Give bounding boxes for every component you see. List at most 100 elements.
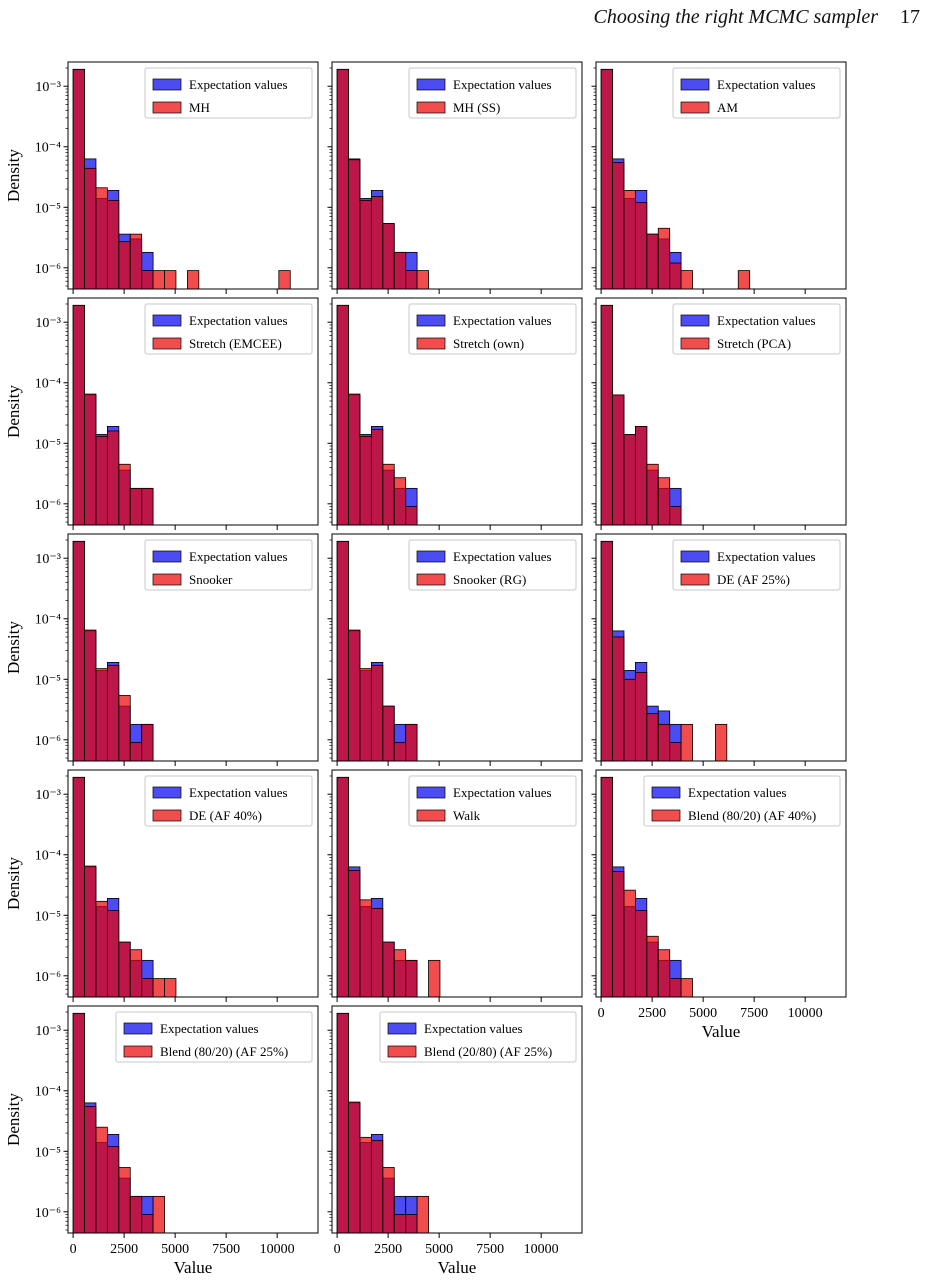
legend-entry-expectation: Expectation values <box>453 313 552 328</box>
legend-entry-expectation: Expectation values <box>453 785 552 800</box>
sample-bar <box>634 910 648 998</box>
sample-bar <box>348 1101 361 1234</box>
legend-swatch <box>416 573 446 586</box>
y-tick-label: 10⁻⁴ <box>35 849 61 864</box>
axes-frame <box>331 769 583 998</box>
sample-bar <box>382 463 395 526</box>
legend-entry-expectation: Expectation values <box>453 77 552 92</box>
legend-swatch <box>416 78 446 91</box>
sample-bar <box>118 241 131 290</box>
legend-swatch <box>680 573 710 586</box>
sample-bar <box>348 629 361 762</box>
histogram-panel: 0 2500 5000 7500 10000 Value Expectation value… <box>327 1005 583 1277</box>
sample-bar <box>129 487 143 526</box>
y-axis-label: Density <box>4 149 23 202</box>
sample-bar <box>612 871 625 998</box>
sample-bar <box>612 636 625 762</box>
sample-bar <box>657 477 671 526</box>
y-tick-label: 10⁻³ <box>35 316 61 331</box>
sample-bar <box>623 889 636 998</box>
legend-entry-sample: MH <box>189 100 210 115</box>
sample-bar <box>84 393 97 526</box>
x-axis-label: Value <box>174 1258 213 1277</box>
sample-bar <box>405 270 418 290</box>
sample-bar <box>106 664 120 762</box>
axes-frame <box>595 533 847 762</box>
legend-entry-sample: DE (AF 40%) <box>189 808 262 823</box>
sample-bar <box>72 540 85 762</box>
sample-bar <box>600 776 613 998</box>
sample-bar <box>348 870 361 998</box>
axes-frame <box>331 1005 583 1234</box>
sample-bar <box>152 1195 165 1234</box>
legend-box <box>144 539 313 591</box>
legend-entry-sample: Blend (20/80) (AF 25%) <box>424 1044 552 1059</box>
running-title: Choosing the right MCMC sampler <box>593 6 878 28</box>
legend-entry-expectation: Expectation values <box>453 549 552 564</box>
y-tick-label: 10⁻⁶ <box>35 734 61 749</box>
sample-bar <box>359 199 372 290</box>
page-number: 17 <box>900 6 920 28</box>
legend-swatch <box>416 550 446 563</box>
sample-bar <box>634 202 648 290</box>
axes-frame <box>67 61 319 290</box>
axes-frame <box>595 297 847 526</box>
y-tick-label: 10⁻⁵ <box>35 201 61 216</box>
sample-bar <box>106 910 120 998</box>
sample-bar <box>623 434 636 526</box>
x-tick-label: 7500 <box>476 1242 504 1257</box>
legend-entry-sample: MH (SS) <box>453 100 500 115</box>
legend-swatch <box>152 314 182 327</box>
histogram-panel: 0 2500 5000 7500 10000 Value 10⁻³ 10⁻⁴ 10⁻⁵ 10⁻⁶ D… <box>4 1005 319 1277</box>
sample-bar <box>382 941 395 998</box>
legend-swatch <box>152 78 182 91</box>
legend-box <box>408 539 577 591</box>
legend-box <box>408 775 577 827</box>
legend-box <box>115 1011 313 1063</box>
sample-bar <box>405 506 418 526</box>
legend-entry-expectation: Expectation values <box>160 1021 259 1036</box>
legend-entry-expectation: Expectation values <box>189 313 288 328</box>
running-header: Choosing the right MCMC sampler 17 <box>594 6 920 29</box>
sample-bar <box>95 668 108 762</box>
sample-bar <box>612 162 625 290</box>
sample-bar <box>612 394 625 526</box>
sample-bar <box>680 270 693 290</box>
histogram-panel: 0 2500 5000 7500 10000 Value Expectation value… <box>591 769 847 1041</box>
legend-box <box>408 303 577 355</box>
sample-bar <box>680 978 693 998</box>
legend-box <box>408 67 577 119</box>
sample-bar <box>106 430 120 526</box>
legend-swatch <box>416 809 446 822</box>
legend-swatch <box>416 337 446 350</box>
sample-bar <box>141 487 154 526</box>
sample-bar <box>118 1167 131 1234</box>
x-tick-label: 2500 <box>374 1242 402 1257</box>
histogram-panel: Expectation values Stretch (PCA) <box>591 297 847 530</box>
histogram-panel: 10⁻³ 10⁻⁴ 10⁻⁵ 10⁻⁶ Density Expectation value… <box>4 297 319 530</box>
sample-bar <box>278 270 291 290</box>
sample-bar <box>405 959 418 998</box>
y-tick-label: 10⁻⁶ <box>35 262 61 277</box>
y-tick-label: 10⁻³ <box>35 1024 61 1039</box>
legend-entry-sample: Stretch (PCA) <box>717 336 791 351</box>
sample-bar <box>129 742 143 762</box>
legend-swatch <box>152 101 182 114</box>
legend-swatch <box>123 1022 153 1035</box>
sample-bar <box>646 463 659 526</box>
sample-bar <box>634 426 648 526</box>
legend-entry-expectation: Expectation values <box>688 785 787 800</box>
y-axis-label: Density <box>4 621 23 674</box>
sample-bar <box>141 1214 154 1234</box>
legend-swatch <box>152 786 182 799</box>
sample-bar <box>336 304 349 526</box>
legend-box <box>144 67 313 119</box>
legend-swatch <box>416 314 446 327</box>
sample-bar <box>72 304 85 526</box>
legend-entry-sample: Blend (80/20) (AF 25%) <box>160 1044 288 1059</box>
sample-bar <box>646 935 659 998</box>
axes-frame <box>331 61 583 290</box>
y-tick-label: 10⁻⁶ <box>35 498 61 513</box>
sample-bar <box>669 262 682 290</box>
